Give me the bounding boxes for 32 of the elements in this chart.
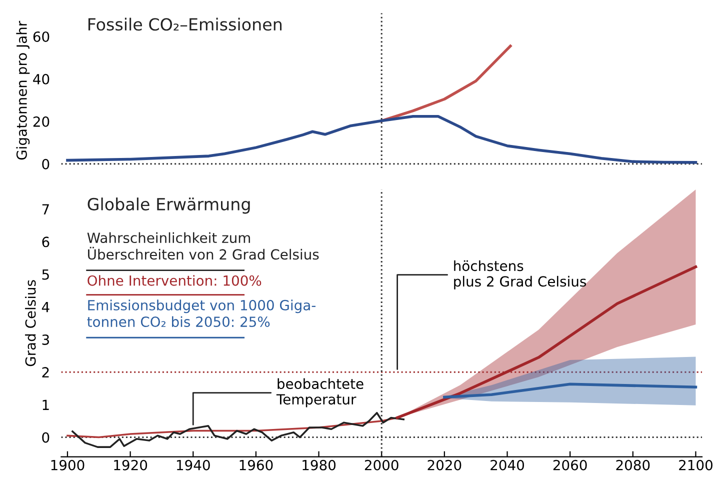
y-tick-label: 3: [42, 334, 49, 345]
text: Emissionsbudget von 1000 Giga- tonnen CO₂ bis 2050: 25%: [87, 300, 316, 328]
y-tick-label: 4: [42, 302, 50, 312]
y-tick-label: 60: [33, 31, 50, 42]
chart-title: Globale Erwärmung: [88, 198, 250, 214]
y-tick-label: 7: [42, 204, 49, 214]
y-tick-label: 40: [33, 74, 50, 84]
y-tick-label: 20: [33, 116, 50, 127]
y-axis-title: Grad Celsius: [25, 280, 36, 366]
x-tick-label: 2060: [553, 460, 587, 470]
y-tick-label: 2: [42, 367, 49, 378]
x-tick-label: 1920: [114, 460, 148, 470]
x-tick-label: 1940: [176, 460, 210, 470]
text: Ohne Intervention: 100%: [88, 275, 262, 286]
x-tick-label: 1980: [302, 460, 336, 470]
y-tick-label: 0: [42, 158, 50, 170]
x-tick-label: 2020: [428, 460, 462, 470]
y-tick-label: 1: [42, 400, 49, 410]
x-tick-label: 2040: [490, 460, 524, 470]
x-tick-label: 2080: [616, 460, 650, 470]
y-tick-label: 0: [42, 432, 50, 443]
annotation: höchstens plus 2 Grad Celsius: [454, 260, 586, 290]
y-tick-label: 5: [42, 269, 49, 280]
x-tick-label: 1960: [240, 460, 273, 470]
y-tick-label: 6: [42, 236, 50, 248]
annotation: beobachtete Temperatur: [276, 378, 364, 408]
chart-title: Fossile CO₂–Emissionen: [88, 18, 282, 31]
x-tick-label: 2000: [364, 460, 398, 470]
x-tick-label: 2100: [679, 460, 712, 470]
y-axis-title: Gigatonnen pro Jahr: [16, 20, 30, 160]
legend-title: Wahrscheinlichkeit zum Überschreiten von 2 Grad Celsius: [87, 232, 319, 260]
x-tick-label: 1900: [51, 460, 84, 470]
